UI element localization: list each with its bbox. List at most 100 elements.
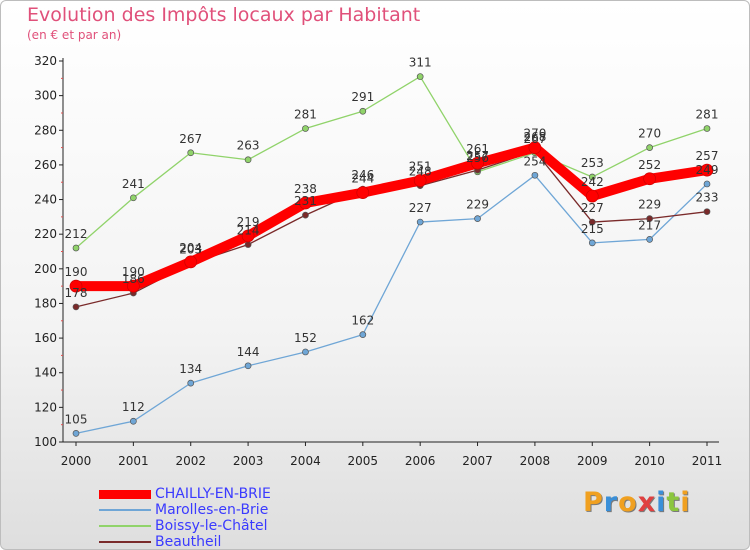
data-label: 291 (351, 90, 374, 104)
data-label: 257 (466, 149, 489, 163)
data-point (588, 218, 596, 226)
data-label: 229 (466, 198, 489, 212)
legend-label: Beautheil (155, 534, 222, 550)
series-line (75, 174, 708, 434)
y-tick-label: 280 (34, 123, 57, 137)
data-label: 231 (294, 194, 317, 208)
data-point (416, 73, 424, 80)
x-tick-label: 2011 (692, 454, 723, 468)
series-line (75, 75, 708, 249)
data-point (130, 417, 137, 425)
data-point (416, 218, 424, 226)
x-tick-label: 2003 (233, 454, 264, 468)
y-tick-label: 260 (34, 158, 57, 172)
data-label: 203 (179, 243, 202, 257)
x-tick-label: 2000 (61, 454, 92, 468)
data-label: 190 (122, 265, 145, 279)
data-label: 241 (122, 177, 145, 191)
data-point (700, 163, 714, 177)
data-point (69, 279, 83, 293)
data-label: 217 (638, 218, 661, 232)
x-tick-label: 2008 (520, 454, 551, 468)
data-label: 261 (466, 142, 489, 156)
legend-swatch (99, 541, 151, 543)
y-tick-label: 100 (34, 435, 57, 449)
proxiti-logo: Proxiti (583, 487, 691, 518)
data-point (588, 173, 596, 181)
data-point (72, 303, 80, 311)
data-point (703, 208, 711, 216)
series-line (76, 142, 708, 292)
series-line (75, 150, 708, 308)
data-label: 204 (179, 241, 202, 255)
y-tick-label: 160 (34, 331, 57, 345)
x-tick-label: 2001 (118, 454, 149, 468)
data-label: 233 (696, 191, 719, 205)
data-point (72, 244, 80, 252)
y-tick-label: 180 (34, 296, 57, 310)
data-label: 229 (638, 198, 661, 212)
data-label: 152 (294, 331, 317, 345)
data-point (703, 180, 711, 188)
data-point (130, 194, 137, 202)
data-label: 270 (523, 127, 546, 141)
data-label: 242 (581, 175, 604, 189)
data-label: 257 (696, 149, 719, 163)
data-label: 162 (351, 314, 374, 328)
data-point (646, 215, 653, 222)
chart-legend: CHAILLY-EN-BRIE Marolles-en-Brie Boissy-le… (99, 486, 271, 550)
data-label: 144 (237, 345, 260, 359)
data-label: 227 (581, 201, 604, 215)
legend-swatch (99, 489, 151, 499)
logo-letter: r (603, 487, 619, 518)
data-label: 215 (581, 222, 604, 236)
y-tick-label: 320 (34, 54, 57, 68)
data-label: 105 (65, 412, 88, 426)
data-point (241, 229, 255, 243)
data-point (244, 156, 252, 164)
y-tick-label: 220 (34, 227, 57, 241)
data-point (359, 331, 367, 338)
data-point (244, 362, 252, 370)
x-tick-label: 2007 (462, 454, 493, 468)
data-label: 186 (122, 272, 145, 286)
data-label: 270 (638, 127, 661, 141)
legend-label: Marolles-en-Brie (155, 502, 269, 518)
data-point (302, 348, 309, 356)
data-point (474, 215, 481, 222)
data-point (299, 196, 312, 210)
data-label: 267 (179, 132, 202, 146)
data-label: 227 (409, 201, 432, 215)
data-point (302, 125, 309, 132)
data-point (585, 189, 599, 203)
y-tick-label: 300 (34, 89, 57, 103)
x-tick-label: 2005 (348, 454, 379, 468)
logo-letter: P (583, 487, 604, 518)
data-point (588, 239, 596, 247)
data-point (646, 236, 653, 243)
data-label: 219 (237, 215, 260, 229)
data-label: 244 (351, 172, 374, 186)
data-point (528, 141, 542, 154)
y-tick-label: 200 (34, 262, 57, 276)
legend-label: CHAILLY-EN-BRIE (155, 486, 271, 502)
data-label: 248 (409, 165, 432, 179)
data-label: 263 (237, 139, 260, 153)
data-point (356, 186, 370, 199)
data-point (643, 172, 656, 186)
data-point (127, 279, 140, 293)
legend-swatch (99, 509, 151, 511)
data-label: 249 (696, 163, 719, 177)
data-label: 268 (523, 130, 546, 144)
data-label: 251 (409, 159, 432, 173)
logo-letter: t (666, 487, 681, 518)
logo-letter: o (618, 487, 638, 518)
data-point (471, 156, 484, 170)
data-label: 281 (294, 108, 317, 122)
data-point (703, 125, 711, 132)
data-label: 281 (696, 108, 719, 122)
data-point (244, 241, 252, 248)
data-label: 178 (65, 286, 88, 300)
y-tick-label: 140 (34, 366, 57, 380)
